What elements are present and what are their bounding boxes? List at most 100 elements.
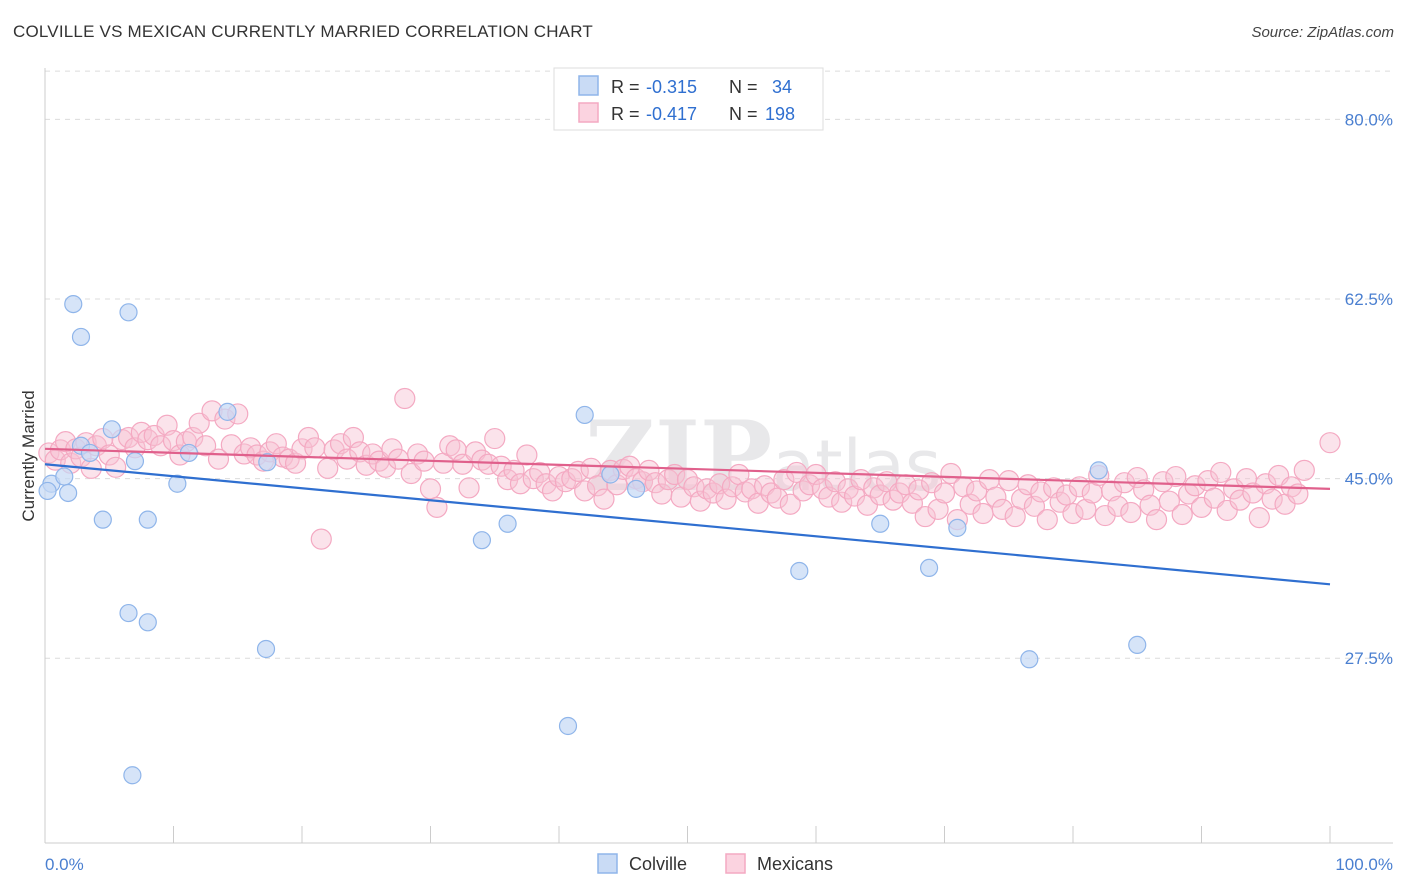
point-mexicans	[798, 474, 821, 496]
point-colville	[93, 510, 112, 529]
point-mexicans	[490, 455, 512, 477]
point-mexicans	[831, 491, 853, 513]
point-mexicans	[766, 487, 789, 509]
point-mexicans	[394, 387, 416, 410]
point-colville	[558, 716, 578, 736]
point-mexicans	[439, 435, 461, 457]
point-mexicans	[458, 477, 480, 499]
point-mexicans	[715, 488, 737, 510]
point-mexicans	[1107, 495, 1129, 517]
point-colville	[1020, 650, 1039, 669]
point-colville	[138, 613, 157, 632]
point-mexicans	[265, 433, 287, 455]
point-colville	[498, 514, 517, 533]
point-mexicans	[696, 478, 718, 500]
trend-lines	[44, 447, 1331, 586]
point-mexicans	[927, 498, 949, 520]
y-tick-labels: 27.5% 45.0% 62.5% 80.0%	[1345, 110, 1393, 668]
point-mexicans	[586, 475, 609, 497]
point-mexicans	[297, 426, 320, 449]
legend-bottom: Colville Mexicans	[597, 853, 833, 874]
point-mexicans	[310, 528, 332, 550]
point-mexicans	[998, 470, 1020, 492]
point-mexicans	[1319, 432, 1341, 454]
point-mexicans	[509, 473, 532, 495]
legend-top: R = -0.315 N = 34 R = -0.417 N = 198	[553, 67, 824, 131]
point-mexicans	[985, 486, 1007, 508]
point-mexicans	[773, 469, 795, 491]
point-mexicans	[1261, 488, 1283, 510]
x-axis-ticks	[44, 826, 1331, 843]
point-mexicans	[1120, 501, 1142, 524]
point-mexicans	[972, 502, 994, 525]
x-tick-label-min: 0.0%	[45, 855, 84, 874]
source-label: Source: ZipAtlas.com	[1251, 24, 1394, 41]
point-mexicans	[188, 412, 210, 434]
point-mexicans	[1030, 481, 1052, 503]
point-mexicans	[593, 488, 615, 510]
point-colville	[71, 327, 91, 347]
point-colville	[38, 481, 57, 501]
point-colville	[64, 294, 83, 314]
point-colville	[919, 558, 939, 578]
legend-n-value-2: 198	[765, 104, 795, 124]
point-colville	[125, 452, 145, 471]
point-mexicans	[908, 479, 930, 501]
legend-n-label-2: N =	[729, 104, 758, 124]
point-mexicans	[991, 498, 1013, 520]
point-mexicans	[503, 459, 525, 481]
point-mexicans	[1158, 490, 1180, 512]
point-mexicans	[644, 472, 666, 494]
point-mexicans	[901, 492, 923, 514]
point-mexicans	[1171, 503, 1193, 526]
chart-title: COLVILLE VS MEXICAN CURRENTLY MARRIED CO…	[13, 22, 593, 41]
point-colville	[472, 531, 491, 550]
point-mexicans	[940, 462, 962, 485]
point-colville	[80, 443, 100, 463]
y-axis-label: Currently Married	[19, 390, 38, 521]
y-tick-label: 62.5%	[1345, 290, 1393, 309]
point-mexicans	[914, 505, 936, 528]
bottom-legend-swatch-mexicans	[725, 853, 746, 874]
bottom-legend-label-colville: Colville	[629, 854, 687, 874]
point-mexicans	[317, 457, 339, 479]
point-colville	[218, 402, 237, 421]
point-mexicans	[522, 467, 544, 490]
point-colville	[119, 603, 138, 623]
point-mexicans	[574, 480, 596, 502]
y-tick-label: 27.5%	[1345, 649, 1393, 668]
point-colville	[138, 510, 157, 529]
point-colville	[256, 639, 276, 659]
point-mexicans	[137, 428, 159, 451]
point-mexicans	[195, 435, 217, 457]
bottom-legend-swatch-colville	[597, 853, 618, 874]
point-mexicans	[1293, 459, 1315, 481]
point-mexicans	[150, 435, 172, 457]
point-mexicans	[400, 462, 422, 485]
point-colville	[168, 474, 187, 493]
point-mexicans	[1055, 484, 1078, 506]
point-mexicans	[105, 456, 127, 478]
point-colville	[1089, 461, 1108, 480]
grid-lines	[45, 70, 1393, 659]
point-colville	[102, 420, 121, 439]
point-mexicans	[1210, 461, 1232, 484]
point-colville	[119, 303, 138, 322]
bottom-legend-label-mexicans: Mexicans	[757, 854, 833, 874]
point-mexicans	[638, 459, 660, 481]
point-mexicans	[1062, 502, 1084, 525]
point-mexicans	[304, 437, 326, 459]
point-colville	[575, 405, 594, 425]
x-tick-label-max: 100.0%	[1335, 855, 1393, 874]
legend-r-label-1: R =	[611, 77, 640, 97]
trend-line-mexicans	[44, 447, 1331, 490]
point-mexicans	[1229, 489, 1251, 511]
trend-line-colville	[44, 463, 1331, 586]
point-mexicans	[1165, 465, 1187, 488]
legend-swatch-mexicans	[578, 102, 599, 123]
point-mexicans	[1152, 471, 1174, 493]
legend-top-box	[553, 67, 824, 131]
point-colville	[948, 518, 967, 537]
point-mexicans	[1075, 498, 1097, 520]
